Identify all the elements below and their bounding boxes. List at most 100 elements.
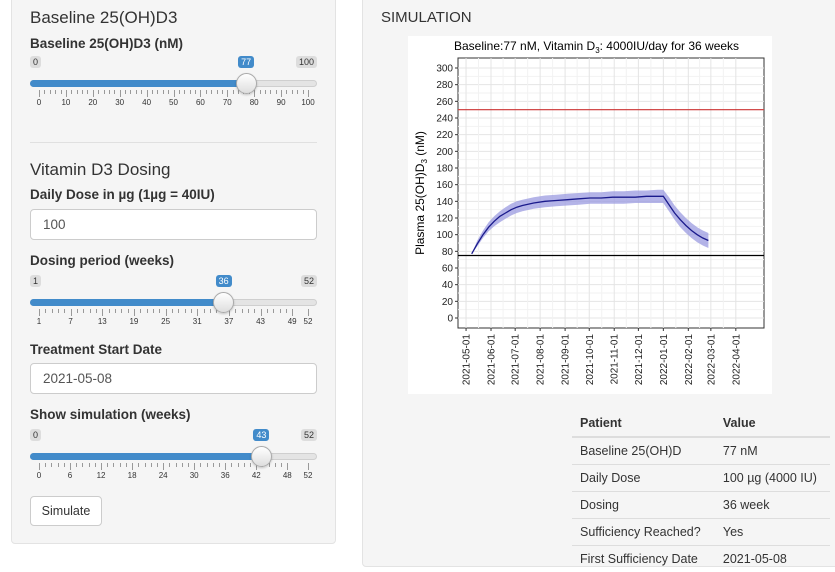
slider-tick-label: 1 xyxy=(37,317,41,326)
chart-title: Baseline:77 nM, Vitamin D3: 4000IU/day f… xyxy=(454,39,739,55)
table-cell: Dosing xyxy=(572,492,715,519)
table-cell: 77 nM xyxy=(715,437,830,465)
slider-minor-tick xyxy=(95,463,96,467)
slider-minor-tick xyxy=(109,90,110,94)
slider-handle[interactable] xyxy=(213,292,234,313)
slider-min-label: 0 xyxy=(30,429,41,441)
x-tick-label: 2022-01-01 xyxy=(659,334,670,386)
x-tick-label: 2021-09-01 xyxy=(561,334,572,386)
slider-minor-tick xyxy=(250,463,251,467)
slider-handle[interactable] xyxy=(236,73,257,94)
y-tick-label: 180 xyxy=(436,164,453,175)
slider-tick xyxy=(39,309,40,316)
dosing-section-title: Vitamin D3 Dosing xyxy=(30,160,170,180)
slider-minor-tick xyxy=(125,90,126,94)
slider-min-label: 0 xyxy=(30,56,41,68)
table-cell: 100 µg (4000 IU) xyxy=(715,465,830,492)
slider-minor-tick xyxy=(172,309,173,313)
slider-tick xyxy=(120,90,121,97)
slider-tick xyxy=(308,309,309,316)
slider-tick-label: 60 xyxy=(196,98,205,107)
slider-tick xyxy=(254,90,255,97)
slider-minor-tick xyxy=(188,463,189,467)
chart-svg: Baseline:77 nM, Vitamin D3: 4000IU/day f… xyxy=(408,36,772,394)
slider-value-label: 36 xyxy=(216,275,232,287)
slider-tick xyxy=(287,463,288,470)
slider-minor-tick xyxy=(140,309,141,313)
slider-tick xyxy=(132,463,133,470)
table-cell: First Sufficiency Date xyxy=(572,546,715,572)
slider-tick xyxy=(261,309,262,316)
slider-minor-tick xyxy=(275,463,276,467)
slider-tick xyxy=(66,90,67,97)
slider-minor-tick xyxy=(292,90,293,94)
slider-minor-tick xyxy=(147,309,148,313)
slider-tick-label: 43 xyxy=(256,317,265,326)
chart-title-part: Baseline:77 nM, Vitamin D xyxy=(454,39,596,53)
y-tick-label: 260 xyxy=(436,97,453,108)
slider-minor-tick xyxy=(303,90,304,94)
slider-minor-tick xyxy=(113,463,114,467)
baseline-label: Baseline 25(OH)D3 (nM) xyxy=(30,36,183,51)
slider-max-label: 100 xyxy=(296,56,317,68)
y-tick-label: 100 xyxy=(436,230,453,241)
slider-minor-tick xyxy=(159,309,160,313)
slider-tick xyxy=(39,90,40,97)
slider-minor-tick xyxy=(55,90,56,94)
slider-tick-label: 18 xyxy=(128,471,137,480)
slider-value-label: 77 xyxy=(238,56,254,68)
slider-minor-tick xyxy=(145,463,146,467)
slider-minor-tick xyxy=(254,309,255,313)
slider-tick-label: 100 xyxy=(301,98,314,107)
y-tick-label: 60 xyxy=(442,264,454,275)
slider-minor-tick xyxy=(76,463,77,467)
slider-minor-tick xyxy=(168,90,169,94)
slider-minor-tick xyxy=(90,309,91,313)
slider-minor-tick xyxy=(273,309,274,313)
slider-minor-tick xyxy=(200,463,201,467)
slider-minor-tick xyxy=(115,309,116,313)
slider-minor-tick xyxy=(242,309,243,313)
table-cell: Daily Dose xyxy=(572,465,715,492)
slider-minor-tick xyxy=(204,309,205,313)
table-header-patient: Patient xyxy=(572,410,715,437)
slider-tick-label: 48 xyxy=(283,471,292,480)
slider-value-label: 43 xyxy=(253,429,269,441)
slider-tick xyxy=(308,90,309,97)
slider-tick-label: 7 xyxy=(68,317,72,326)
y-tick-label: 120 xyxy=(436,214,453,225)
slider-tick xyxy=(197,309,198,316)
x-tick-label: 2022-03-01 xyxy=(706,334,717,386)
slider-minor-tick xyxy=(244,463,245,467)
patient-summary-table: Patient Value Baseline 25(OH)D 77 nM Dai… xyxy=(572,410,830,572)
slider-minor-tick xyxy=(169,463,170,467)
daily-dose-input[interactable]: 100 xyxy=(30,209,317,240)
x-tick-label: 2021-06-01 xyxy=(487,334,498,386)
slider-minor-tick xyxy=(96,309,97,313)
slider-minor-tick xyxy=(185,309,186,313)
slider-tick-label: 37 xyxy=(224,317,233,326)
slider-minor-tick xyxy=(136,90,137,94)
slider-minor-tick xyxy=(138,463,139,467)
slider-minor-tick xyxy=(297,90,298,94)
slider-minor-tick xyxy=(163,90,164,94)
slider-tick-label: 0 xyxy=(37,471,41,480)
slider-tick-label: 52 xyxy=(304,317,313,326)
slider-minor-tick xyxy=(71,90,72,94)
slider-minor-tick xyxy=(82,463,83,467)
slider-handle[interactable] xyxy=(251,446,272,467)
slider-tick xyxy=(134,309,135,316)
slider-minor-tick xyxy=(45,309,46,313)
y-tick-label: 0 xyxy=(447,314,453,325)
slider-minor-tick xyxy=(77,309,78,313)
slider-tick-label: 36 xyxy=(221,471,230,480)
simulate-button[interactable]: Simulate xyxy=(30,496,102,526)
slider-tick-label: 31 xyxy=(193,317,202,326)
simulation-title: SIMULATION xyxy=(381,9,472,26)
start-date-input[interactable]: 2021-05-08 xyxy=(30,363,317,394)
